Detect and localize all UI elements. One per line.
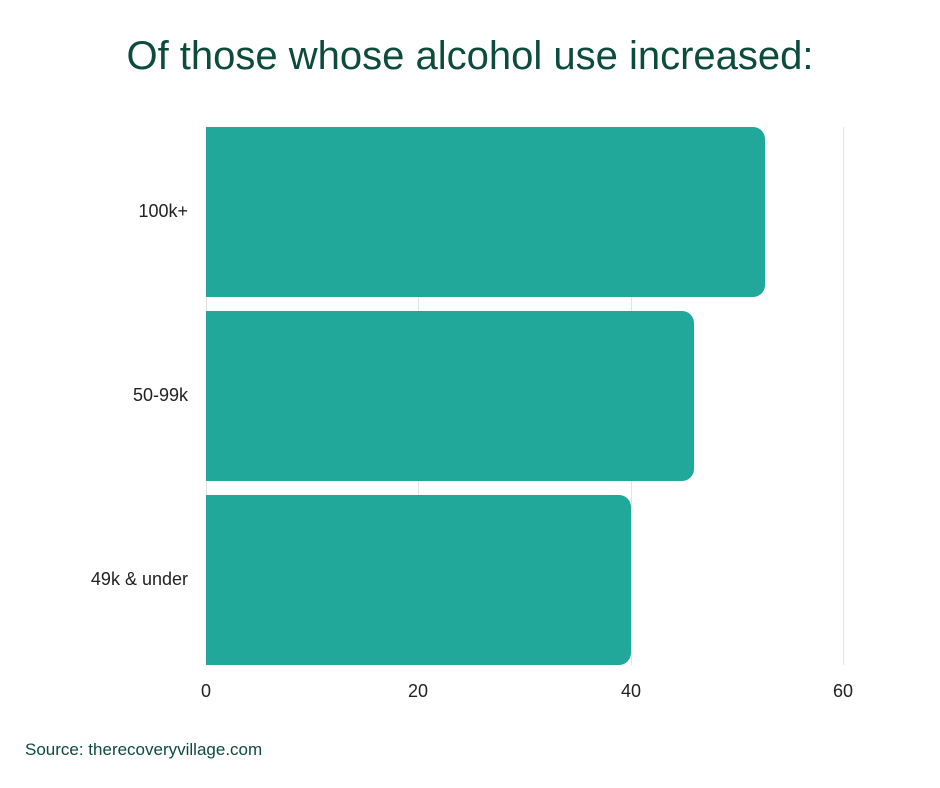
- category-label: 49k & under: [90, 569, 188, 589]
- x-tick-label: 20: [407, 681, 429, 701]
- bar-49k-and-under: [206, 495, 631, 665]
- plot-area: [206, 127, 844, 665]
- bar-50-99k: [206, 311, 695, 481]
- bar-100k-plus: [206, 127, 766, 297]
- x-tick-label: 0: [200, 681, 212, 701]
- source-note: Source: therecoveryvillage.com: [25, 740, 263, 759]
- gridline-60: [843, 127, 844, 665]
- category-label: 50-99k: [132, 385, 188, 405]
- x-tick-label: 60: [832, 681, 854, 701]
- category-label: 100k+: [138, 201, 188, 221]
- chart-title: Of those whose alcohol use increased:: [126, 34, 814, 78]
- x-tick-label: 40: [620, 681, 642, 701]
